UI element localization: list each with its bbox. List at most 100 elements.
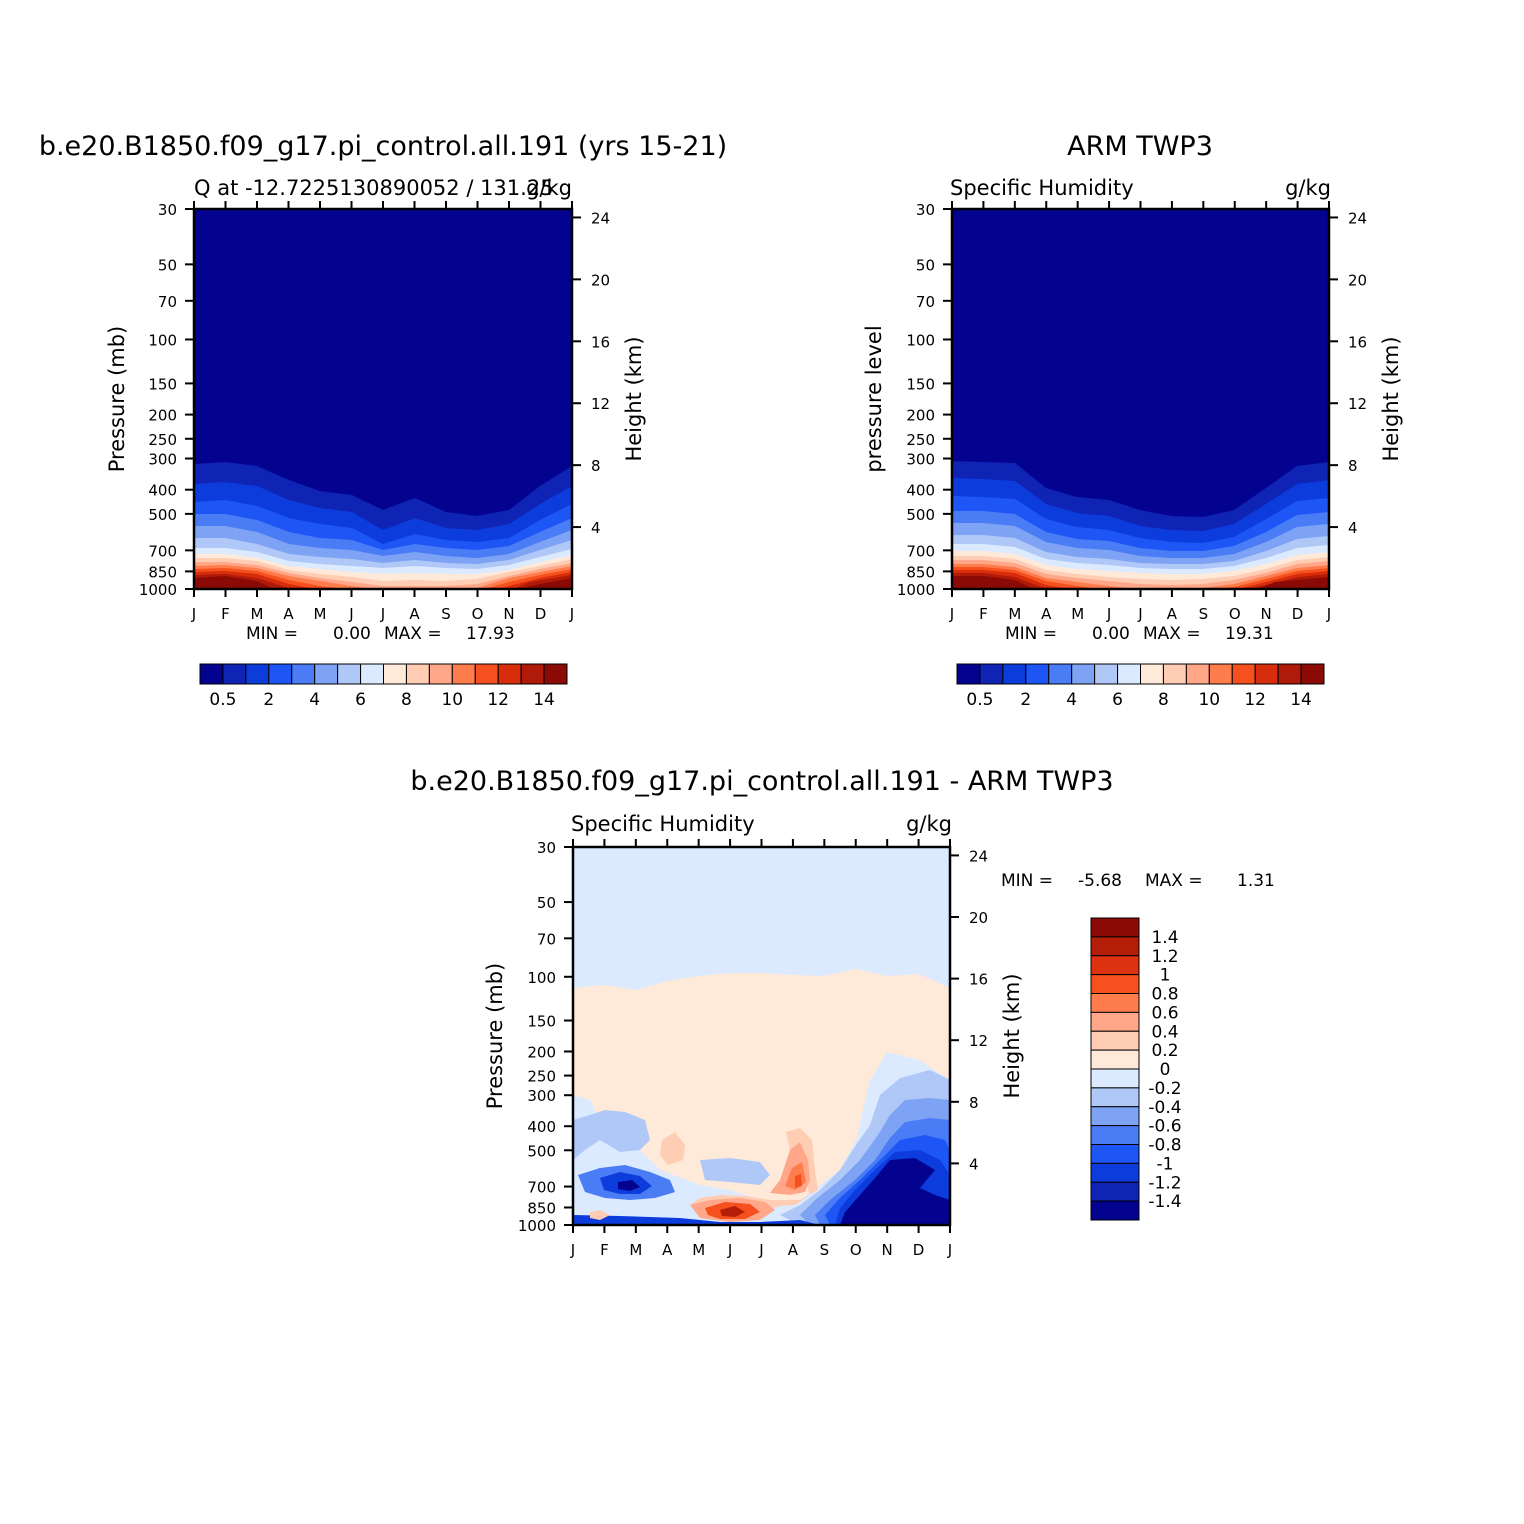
colorbar-label: -0.4 [1148,1098,1181,1118]
colorbar-swatch [405,663,430,685]
x-tick-label: M [629,1241,642,1259]
x-tick-label: A [788,1241,799,1259]
colorbar-label: 10 [1198,690,1220,710]
right-y-tick-label: 20 [969,909,988,927]
y-tick-label: 70 [158,293,177,311]
contour-band-14 [952,576,1329,589]
y-tick-label: 300 [148,451,177,469]
y-tick-label: 850 [527,1199,556,1217]
x-tick-label: F [979,605,988,623]
y-tick-label: 850 [906,563,935,581]
right-y-tick-label: 8 [591,457,601,475]
x-tick-label: S [820,1241,830,1259]
colorbar-swatch [268,663,293,685]
panel-model-colorbar: 0.5 2 4 6 8 10 12 14 [199,663,568,710]
panel-obs-ylabel: pressure level [862,325,886,472]
y-tick-label: 850 [148,563,177,581]
contour-band-12 [194,571,572,589]
y-tick-label: 300 [527,1087,556,1105]
y-tick-label: 500 [906,506,935,524]
y-tick-label: 700 [906,542,935,560]
y-tick-label: 70 [916,293,935,311]
panel-diff-min-value: -5.68 [1078,871,1122,891]
colorbar-swatch [1090,1162,1140,1183]
colorbar-swatch [314,663,339,685]
y-tick-label: 50 [537,894,556,912]
colorbar-label: 14 [1290,690,1312,710]
right-y-tick-label: 8 [1348,457,1358,475]
colorbar-swatch [199,663,224,685]
colorbar-swatch [1300,663,1325,685]
colorbar-label: 2 [263,690,274,710]
colorbar-swatch [1090,1200,1140,1221]
contour-band-neg-0p2-mid [700,1158,770,1185]
panel-diff-left-subtitle: Specific Humidity [571,812,755,836]
x-tick-label: J [348,605,353,623]
x-tick-label: J [191,605,196,623]
x-tick-label: A [409,605,420,623]
colorbar-swatch [1090,1049,1140,1070]
y-tick-label: 400 [527,1118,556,1136]
y-tick-label: 400 [906,482,935,500]
panel-model-left-subtitle: Q at -12.7225130890052 / 131.25 [194,176,554,200]
colorbar-label: 0.2 [1151,1041,1178,1061]
panel-diff-plot [573,847,950,1225]
colorbar-swatch [1090,1106,1140,1127]
x-tick-label: S [441,605,451,623]
y-tick-label: 150 [527,1012,556,1030]
colorbar-swatch [1090,993,1140,1013]
y-tick-label: 200 [527,1044,556,1062]
panel-diff-ylabel: Pressure (mb) [483,963,507,1110]
colorbar-swatch [1140,663,1164,685]
y-tick-label: 50 [158,256,177,274]
panel-diff-title: b.e20.B1850.f09_g17.pi_control.all.191 -… [410,766,1113,797]
right-y-tick-label: 24 [1348,209,1367,227]
colorbar-swatch [1090,1087,1140,1108]
colorbar-swatch [1162,663,1187,685]
right-y-tick-label: 16 [591,333,610,351]
contour-band-pos-low-1p2 [720,1206,745,1217]
colorbar-label: 0 [1160,1060,1171,1080]
panel-model-max-label: MAX = [384,624,442,644]
right-y-tick-label: 24 [591,209,610,227]
y-tick-label: 700 [527,1179,556,1197]
panel-obs-right-ylabel: Height (km) [1379,336,1403,461]
y-tick-label: 400 [148,482,177,500]
x-tick-label: M [692,1241,705,1259]
x-tick-label: M [251,605,264,623]
panel-obs-colorbar: 0.5 2 4 6 8 10 12 14 [956,663,1325,710]
panel-obs-axes: J F M A M J J A S O N D J 30 50 70 100 150 200 250 300 400 500… [897,201,1367,623]
colorbar-swatch [1094,663,1119,685]
colorbar-label: 0.6 [1151,1003,1178,1023]
right-y-tick-label: 4 [969,1155,979,1173]
colorbar-swatch [451,663,476,685]
colorbar-swatch [1231,663,1256,685]
y-tick-label: 30 [916,201,935,219]
panel-model-right-ylabel: Height (km) [622,336,646,461]
y-tick-label: 300 [906,451,935,469]
x-tick-label: J [727,1241,732,1259]
panel-model-min-label: MIN = [246,624,298,644]
colorbar-label: -0.8 [1148,1136,1181,1156]
colorbar-label: 0.5 [209,690,236,710]
colorbar-swatch [1090,1030,1140,1051]
panel-model-ylabel: Pressure (mb) [105,326,129,473]
colorbar-label: 6 [355,690,366,710]
x-tick-label: J [758,1241,763,1259]
colorbar-label: 4 [309,690,320,710]
colorbar-swatch [428,663,453,685]
panel-diff-max-label: MAX = [1145,871,1203,891]
panel-obs-max-value: 19.31 [1225,624,1274,644]
colorbar-label: -0.6 [1148,1117,1181,1137]
x-tick-label: D [1292,605,1304,623]
x-tick-label: F [221,605,230,623]
colorbar-swatch [222,663,247,685]
y-tick-label: 150 [148,375,177,393]
panel-diff-max-value: 1.31 [1237,871,1275,891]
x-tick-label: J [1106,605,1111,623]
x-tick-label: O [472,605,484,623]
colorbar-swatch [291,663,316,685]
colorbar-swatch [1277,663,1302,685]
x-tick-label: A [662,1241,673,1259]
contour-band-pos-0p4-a [660,1132,685,1165]
